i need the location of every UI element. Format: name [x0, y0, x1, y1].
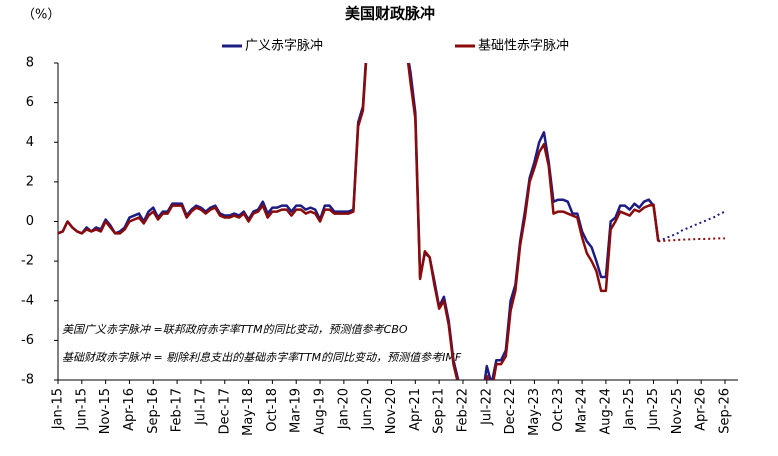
x-tick-label: Jan-15 [51, 388, 66, 430]
x-tick-label: Mar-19 [289, 388, 304, 433]
x-tick-label: Feb-22 [455, 388, 470, 432]
y-tick-label: 4 [26, 135, 34, 150]
annotation: 美国广义赤字脉冲 =联邦政府赤字率TTM的同比变动，预测值参考CBO [62, 323, 408, 336]
legend-label: 基础性赤字脉冲 [478, 39, 569, 54]
x-tick-label: Sep-21 [432, 388, 447, 434]
series-line [58, 63, 660, 380]
y-unit: （%） [22, 8, 60, 23]
y-tick-label: -4 [21, 293, 34, 308]
x-tick-label: Apr-16 [122, 388, 137, 431]
x-tick-label: Jun-20 [360, 388, 375, 431]
x-tick-label: Sep-16 [146, 388, 161, 434]
y-tick-label: -6 [21, 333, 34, 348]
y-tick-label: -2 [21, 254, 34, 269]
y-tick-label: 8 [26, 56, 34, 71]
x-tick-label: Nov-15 [98, 388, 113, 434]
x-tick-label: Jun-25 [646, 388, 661, 431]
series-line [657, 210, 726, 243]
x-tick-label: Apr-26 [694, 388, 709, 431]
y-tick-label: 6 [26, 95, 34, 110]
x-tick-label: Apr-21 [408, 388, 423, 431]
x-tick-label: May-18 [241, 388, 256, 436]
x-tick-label: Jan-20 [336, 388, 351, 430]
series-line [658, 237, 725, 243]
x-tick-label: Jan-25 [622, 388, 637, 430]
x-tick-label: Aug-24 [598, 388, 613, 435]
y-tick-label: 0 [26, 214, 34, 229]
annotation: 基础财政赤字脉冲 = 剔除利息支出的基础赤字率TTM的同比变动，预测值参考IMF [62, 351, 462, 364]
x-tick-label: Mar-24 [575, 388, 590, 433]
x-tick-label: Jun-15 [74, 388, 89, 431]
x-tick-label: Aug-19 [313, 388, 328, 435]
legend-label: 广义赤字脉冲 [245, 39, 323, 54]
x-tick-label: May-23 [527, 388, 542, 436]
x-tick-label: Nov-25 [670, 388, 685, 434]
y-tick-label: 2 [26, 174, 34, 189]
x-tick-label: Dec-17 [217, 388, 232, 434]
chart-title: 美国财政脉冲 [345, 5, 435, 23]
x-tick-label: Jul-22 [479, 388, 494, 426]
x-tick-label: Dec-22 [503, 388, 518, 434]
x-tick-label: Sep-26 [718, 388, 733, 434]
y-tick-label: -8 [21, 373, 34, 388]
x-tick-label: Jul-17 [193, 388, 208, 426]
x-tick-label: Feb-17 [170, 388, 185, 432]
x-tick-label: Nov-20 [384, 388, 399, 434]
x-tick-label: Oct-23 [551, 388, 566, 432]
x-tick-label: Oct-18 [265, 388, 280, 432]
